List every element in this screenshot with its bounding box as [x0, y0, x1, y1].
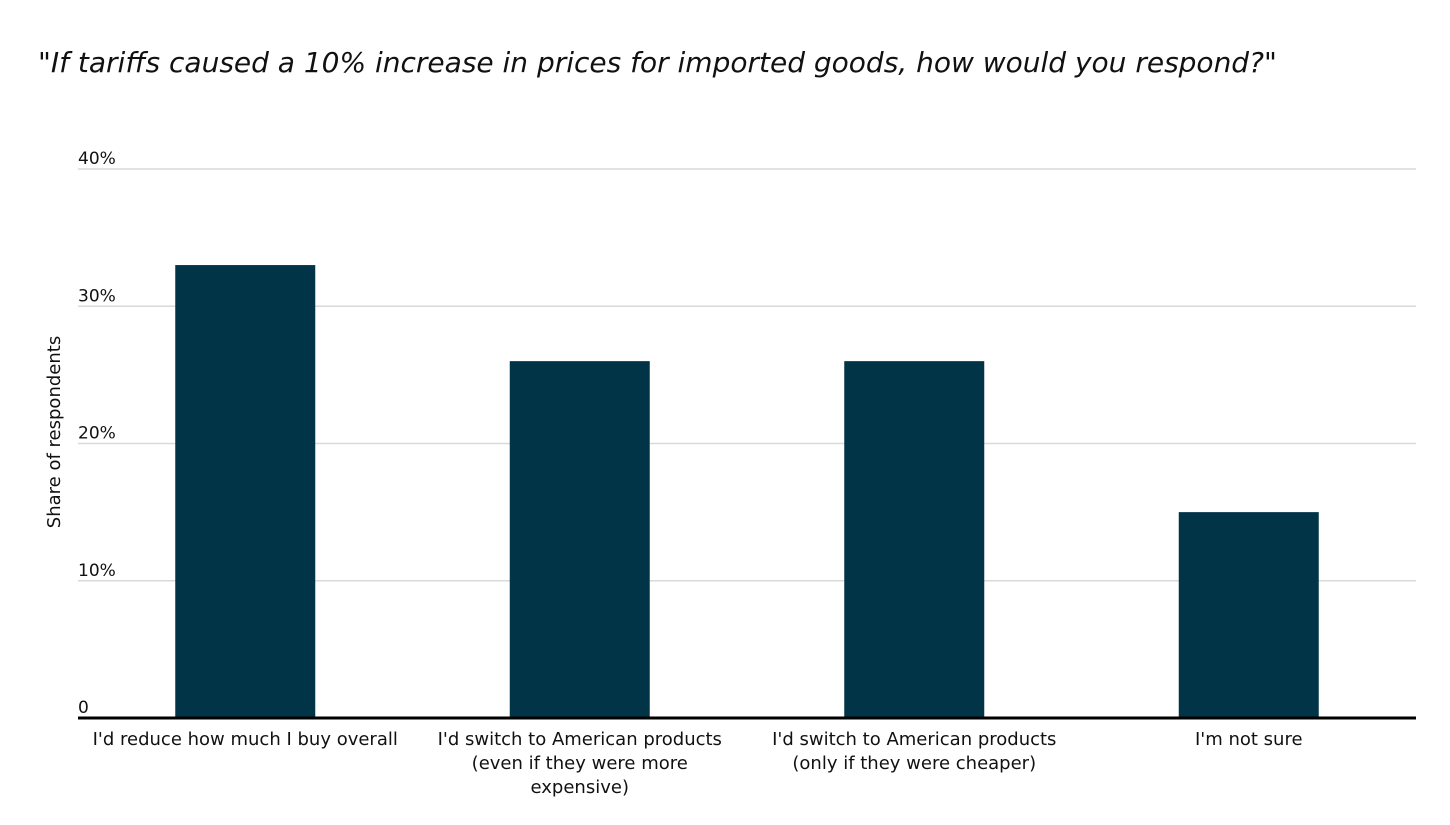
bars	[175, 265, 1319, 718]
y-tick-label: 10%	[78, 561, 116, 581]
bar	[1178, 512, 1319, 718]
x-tick-label-line: I'd switch to American products	[438, 729, 722, 750]
y-axis-title: Share of respondents	[44, 336, 65, 528]
bar	[844, 361, 985, 718]
x-tick-label-line: (only if they were cheaper)	[792, 753, 1036, 774]
x-tick-label-line: (even if they were more	[472, 753, 688, 774]
y-tick-label: 30%	[78, 286, 116, 306]
y-tick-label: 40%	[78, 149, 116, 169]
bar	[509, 361, 650, 718]
x-tick-label-line: I'm not sure	[1195, 729, 1303, 750]
x-tick-label: I'd switch to American products (only if …	[772, 729, 1056, 774]
y-tick-label: 20%	[78, 424, 116, 444]
x-tick-label-line: expensive)	[531, 777, 629, 798]
y-tick-label: 0	[78, 698, 89, 718]
x-tick-label: I'm not sure	[1195, 729, 1303, 750]
chart-title: "If tariffs caused a 10% increase in pri…	[38, 46, 1277, 79]
x-tick-label-line: I'd switch to American products	[772, 729, 1056, 750]
bar	[175, 265, 316, 718]
x-axis-labels: I'd reduce how much I buy overall I'd swi…	[93, 729, 1303, 798]
x-tick-label: I'd switch to American products (even if …	[438, 729, 722, 798]
x-tick-label: I'd reduce how much I buy overall	[93, 729, 398, 750]
x-tick-label-line: I'd reduce how much I buy overall	[93, 729, 398, 750]
y-axis-ticks: 0 10% 20% 30% 40%	[78, 149, 116, 718]
